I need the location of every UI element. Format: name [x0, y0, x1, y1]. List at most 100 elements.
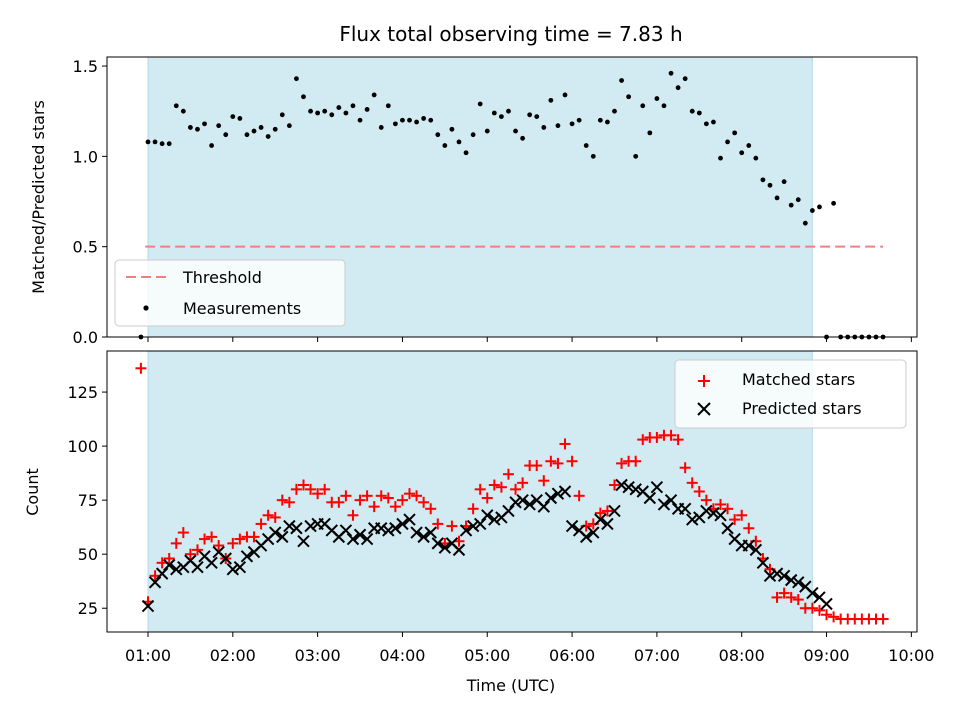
matched-star-point: [283, 496, 295, 508]
matched-star-point: [686, 477, 698, 489]
predicted-star-d2: [240, 550, 254, 563]
predicted-star-d2: [375, 522, 388, 535]
measurement-point: [498, 114, 504, 120]
predicted-star-d2: [650, 480, 664, 494]
matched-star-point: [495, 481, 507, 493]
measurement-point: [788, 202, 794, 208]
matched-star-point: [722, 503, 734, 515]
predicted-star-d2: [226, 563, 240, 576]
predicted-star-point: [587, 526, 600, 539]
measurement-point: [301, 94, 306, 100]
measurement-point: [421, 116, 427, 121]
measurement-point: [569, 121, 575, 127]
predicted-star-d2: [417, 530, 430, 544]
matched-star-point: [877, 613, 889, 625]
predicted-star-d2: [551, 487, 565, 500]
predicted-star-point: [650, 480, 664, 494]
measurement-point: [760, 177, 766, 183]
predicted-star-point: [721, 522, 734, 535]
measurement-point: [195, 126, 200, 132]
predicted-star-d2: [438, 541, 452, 554]
predicted-star-d2: [233, 560, 247, 574]
legend-top: Threshold Measurements: [114, 259, 346, 327]
predicted-star-d2: [820, 597, 833, 611]
matched-star-point: [170, 537, 182, 549]
x-tick-label: 05:00: [464, 646, 510, 665]
measurement-point: [817, 204, 822, 210]
predicted-star-d2: [509, 496, 522, 509]
matched-star-point: [411, 490, 423, 502]
measurement-point: [364, 106, 370, 112]
measurement-point: [463, 150, 469, 156]
matched-star-point: [736, 509, 748, 521]
predicted-star-d2: [601, 517, 614, 531]
measurement-point: [209, 143, 215, 148]
measurement-point: [173, 103, 179, 109]
measurement-point: [385, 103, 391, 109]
predicted-star-points: [141, 478, 833, 613]
matched-star-point: [806, 602, 818, 614]
x-tick-label: 09:00: [803, 646, 849, 665]
predicted-star-point: [382, 524, 395, 537]
matched-star-point: [566, 455, 578, 467]
measurement-point: [809, 208, 815, 213]
predicted-star-d2: [700, 504, 713, 518]
matched-star-point: [368, 501, 380, 513]
predicted-star-d2: [148, 576, 162, 589]
measurement-point: [188, 125, 193, 130]
predicted-star-d2: [283, 519, 296, 533]
chart-title: Flux total observing time = 7.83 h: [339, 22, 682, 46]
matched-star-point: [481, 492, 493, 504]
predicted-star-d2: [537, 500, 551, 513]
predicted-star-point: [792, 576, 805, 589]
predicted-star-d2: [763, 569, 777, 583]
matched-star-point: [828, 611, 840, 623]
matched-star-point: [418, 496, 430, 508]
y-axis-top: 0.0 0.5 1.0 1.5: [73, 57, 107, 347]
predicted-star-d2: [162, 558, 176, 572]
measurement-point: [605, 119, 610, 125]
predicted-star-point: [205, 556, 218, 570]
predicted-star-d2: [523, 498, 536, 511]
predicted-star-d2: [382, 524, 395, 537]
predicted-star-d2: [686, 513, 699, 526]
predicted-star-d2: [784, 573, 798, 587]
predicted-star-point: [431, 537, 444, 550]
legend-measurements-swatch: [143, 305, 149, 311]
predicted-star-point: [360, 532, 374, 546]
count-panel: 25 50 75 100 125 01:00 02:00 03:00 04:00 05:00 06…: [23, 350, 934, 695]
matched-star-point: [743, 522, 755, 534]
measurement-point: [159, 141, 165, 147]
predicted-star-d2: [276, 530, 289, 544]
matched-star-point: [361, 490, 373, 502]
predicted-star-point: [481, 509, 494, 522]
matched-star-point: [163, 553, 175, 565]
measurement-point: [506, 108, 511, 114]
measurement-point: [378, 125, 384, 130]
predicted-star-d2: [565, 519, 579, 533]
predicted-star-d2: [657, 498, 671, 511]
matched-star-point: [396, 494, 408, 506]
measurement-point: [640, 103, 646, 109]
measurement-point: [513, 128, 518, 134]
measurement-point: [315, 110, 321, 116]
measurement-point: [265, 134, 271, 139]
measurement-point: [308, 108, 313, 114]
predicted-star-point: [516, 493, 529, 507]
predicted-star-point: [622, 480, 635, 494]
measurement-point: [668, 70, 674, 76]
matched-star-point: [382, 492, 394, 504]
matched-star-point: [191, 544, 203, 556]
matched-star-point: [630, 455, 642, 467]
measurement-point: [647, 130, 653, 136]
predicted-star-d2: [346, 532, 360, 546]
measurement-point: [781, 179, 787, 185]
predicted-star-d2: [389, 522, 402, 535]
predicted-star-point: [269, 526, 282, 539]
measurement-point: [145, 139, 151, 145]
predicted-star-d2: [770, 567, 784, 580]
y-axis-title-bottom: Count: [23, 468, 42, 516]
predicted-star-point: [594, 513, 607, 526]
predicted-star-d2: [488, 513, 501, 526]
measurement-point: [626, 94, 632, 100]
